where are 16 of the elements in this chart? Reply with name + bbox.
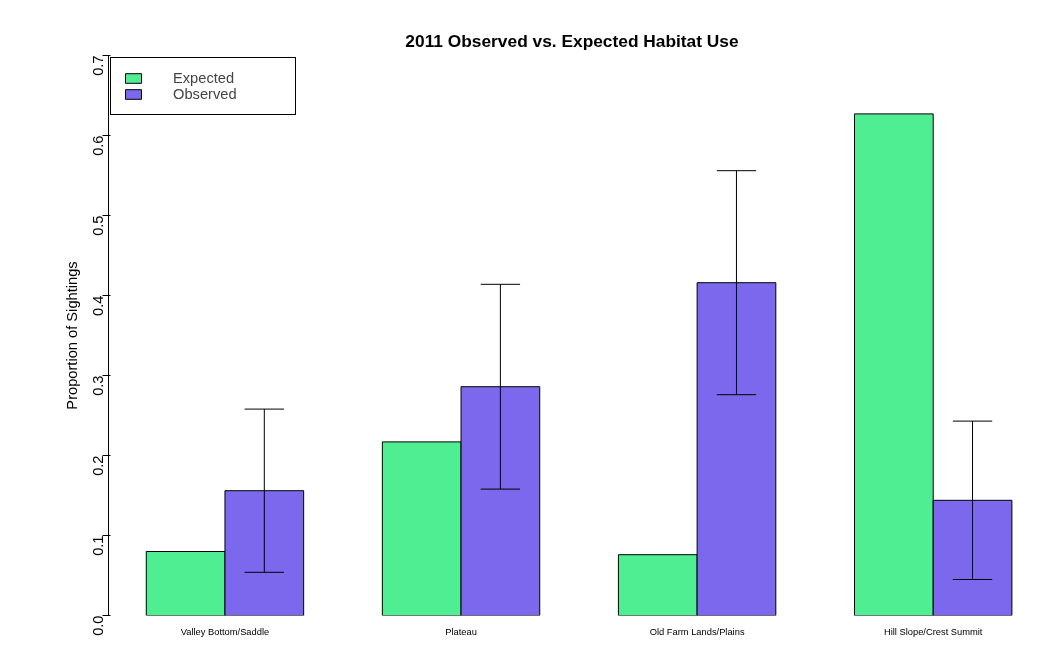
x-tick-label: Old Farm Lands/Plains bbox=[649, 626, 745, 637]
y-axis-title: Proportion of Sightings bbox=[63, 261, 80, 410]
chart-title: 2011 Observed vs. Expected Habitat Use bbox=[405, 30, 739, 51]
legend-label: Expected bbox=[173, 70, 236, 86]
y-tick-label: 0.5 bbox=[89, 215, 106, 236]
x-tick-label: Plateau bbox=[445, 626, 477, 637]
y-tick-label: 0.7 bbox=[89, 55, 106, 76]
y-tick-label: 0.0 bbox=[89, 615, 106, 636]
y-tick-label: 0.1 bbox=[89, 535, 106, 556]
y-tick-label: 0.2 bbox=[89, 455, 106, 476]
legend-label: Observed bbox=[173, 86, 238, 102]
y-tick-label: 0.3 bbox=[89, 375, 106, 396]
y-tick-label: 0.6 bbox=[89, 135, 106, 156]
x-tick-label: Valley Bottom/Saddle bbox=[180, 626, 270, 637]
y-tick-label: 0.4 bbox=[89, 295, 106, 316]
x-tick-label: Hill Slope/Crest Summit bbox=[883, 626, 983, 637]
